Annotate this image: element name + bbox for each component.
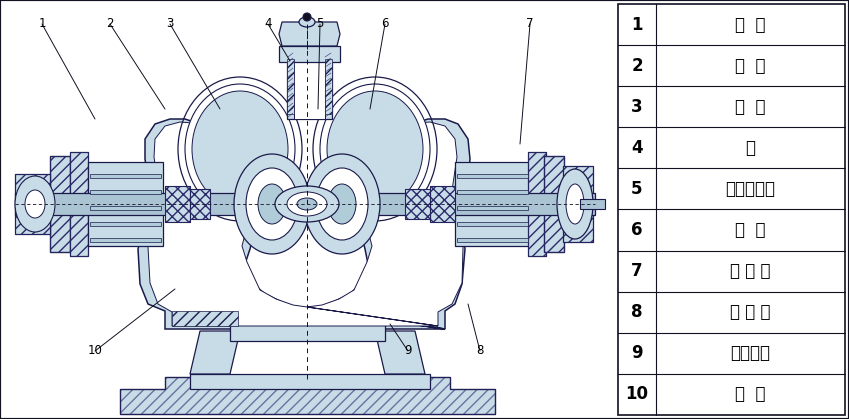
Bar: [15, 174, 50, 234]
Bar: [165, 186, 190, 222]
Text: 双吸密封环: 双吸密封环: [726, 180, 775, 198]
Text: 1: 1: [38, 18, 46, 31]
Bar: [544, 156, 564, 252]
Text: 叶  轮: 叶 轮: [735, 98, 766, 116]
Ellipse shape: [25, 190, 45, 218]
Polygon shape: [375, 331, 425, 374]
Bar: [190, 189, 210, 219]
Text: 泵  体: 泵 体: [735, 16, 766, 34]
Text: 10: 10: [626, 385, 649, 403]
Bar: [90, 222, 161, 226]
Text: 2: 2: [106, 18, 114, 31]
Bar: [90, 190, 161, 194]
Bar: [430, 186, 455, 222]
Ellipse shape: [275, 186, 339, 222]
Text: 8: 8: [632, 303, 643, 321]
Text: 5: 5: [632, 180, 643, 198]
Polygon shape: [148, 122, 463, 326]
Text: 1: 1: [632, 16, 643, 34]
Bar: [50, 156, 70, 252]
Text: 3: 3: [631, 98, 643, 116]
Ellipse shape: [246, 168, 298, 240]
Text: 轴: 轴: [745, 139, 756, 157]
Polygon shape: [120, 377, 495, 414]
Text: 2: 2: [631, 57, 643, 75]
Text: 9: 9: [631, 344, 643, 362]
Bar: [325, 59, 332, 114]
Bar: [563, 166, 593, 242]
Bar: [258, 196, 356, 212]
Text: 5: 5: [317, 18, 323, 31]
Text: 6: 6: [381, 18, 389, 31]
Bar: [287, 54, 332, 119]
Bar: [430, 186, 455, 222]
Polygon shape: [190, 331, 240, 374]
Polygon shape: [172, 311, 238, 326]
Bar: [230, 311, 385, 341]
Ellipse shape: [327, 91, 423, 207]
Bar: [528, 152, 546, 256]
Text: 6: 6: [632, 221, 643, 239]
Ellipse shape: [192, 91, 288, 207]
Text: 7: 7: [526, 18, 534, 31]
Bar: [405, 189, 430, 219]
Bar: [15, 174, 50, 234]
Ellipse shape: [557, 169, 593, 239]
Bar: [287, 59, 294, 114]
Bar: [70, 152, 88, 256]
Bar: [50, 156, 70, 252]
Bar: [457, 174, 528, 178]
Ellipse shape: [316, 168, 368, 240]
Bar: [457, 206, 528, 210]
Ellipse shape: [320, 84, 430, 214]
Text: 10: 10: [87, 344, 103, 357]
Bar: [528, 152, 546, 256]
Ellipse shape: [258, 184, 286, 224]
Text: 7: 7: [631, 262, 643, 280]
Text: 4: 4: [631, 139, 643, 157]
Polygon shape: [279, 22, 340, 46]
Ellipse shape: [303, 13, 311, 21]
Polygon shape: [138, 119, 470, 329]
Ellipse shape: [297, 198, 317, 210]
Ellipse shape: [185, 84, 295, 214]
Text: 填料压盖: 填料压盖: [730, 344, 771, 362]
Ellipse shape: [566, 184, 584, 224]
Ellipse shape: [234, 154, 310, 254]
Bar: [405, 189, 430, 219]
Bar: [457, 190, 528, 194]
Ellipse shape: [328, 184, 356, 224]
Bar: [88, 162, 163, 246]
Bar: [190, 374, 430, 389]
Text: 8: 8: [476, 344, 484, 357]
Bar: [294, 49, 325, 119]
Bar: [618, 4, 845, 415]
Text: 泵  盖: 泵 盖: [735, 57, 766, 75]
Bar: [544, 156, 564, 252]
Bar: [455, 162, 530, 246]
Ellipse shape: [287, 192, 327, 216]
Text: 3: 3: [166, 18, 174, 31]
Bar: [279, 46, 340, 62]
Bar: [70, 152, 88, 256]
Bar: [580, 199, 605, 209]
Ellipse shape: [15, 176, 55, 232]
Bar: [563, 166, 593, 242]
Text: 填  料: 填 料: [735, 385, 766, 403]
Ellipse shape: [299, 17, 315, 27]
Bar: [90, 206, 161, 210]
Text: 4: 4: [264, 18, 272, 31]
Bar: [90, 174, 161, 178]
Text: 轴  套: 轴 套: [735, 221, 766, 239]
Bar: [15, 193, 595, 215]
Bar: [190, 189, 210, 219]
Text: 9: 9: [404, 344, 412, 357]
Bar: [457, 222, 528, 226]
Text: 联 轴 器: 联 轴 器: [730, 262, 771, 280]
Bar: [90, 238, 161, 242]
Text: 轴 承 体: 轴 承 体: [730, 303, 771, 321]
Bar: [457, 238, 528, 242]
Ellipse shape: [304, 154, 380, 254]
Bar: [165, 186, 190, 222]
